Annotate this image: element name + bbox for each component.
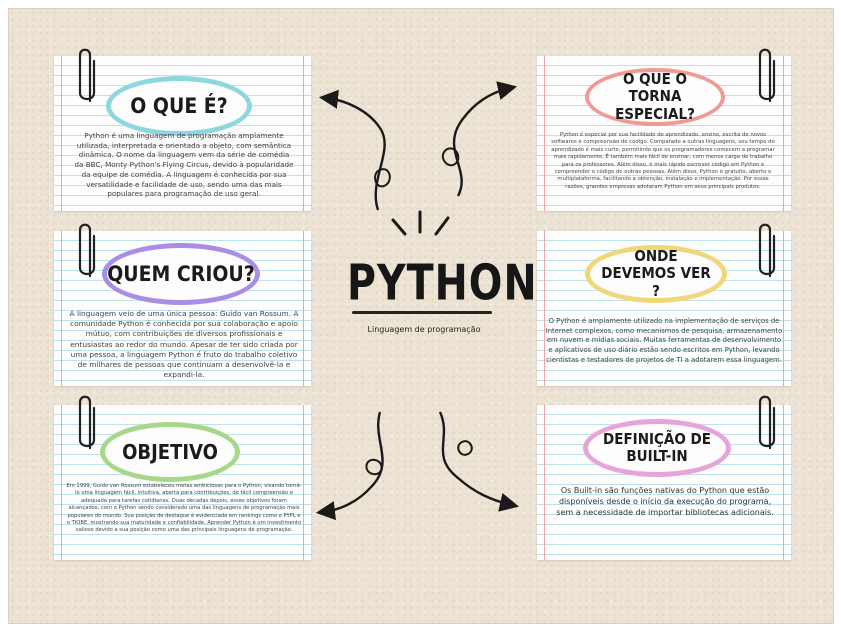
card-who: QUEM CRIOU? A linguagem veio de uma únic… — [54, 231, 311, 386]
arrow-top-left — [318, 89, 386, 211]
card-builtin: DEFINIÇÃO DE BUILT-IN Os Built-in são fu… — [537, 405, 791, 560]
card-text-what-is: Python é uma linguagem de programação am… — [74, 131, 294, 199]
arrow-top-right — [452, 81, 518, 197]
paperclip-icon — [758, 223, 776, 278]
card-text-special: Python é especial por sua facilidade de … — [551, 132, 775, 190]
card-goal: OBJETIVO Em 1999, Guido van Rossum estab… — [54, 405, 311, 560]
card-text-where: O Python é amplamente utilizado na imple… — [545, 317, 783, 364]
sparkle-lines — [391, 210, 450, 236]
paperclip-icon — [78, 223, 96, 278]
paperclip-icon — [78, 395, 96, 450]
card-text-who: A linguagem veio de uma única pessoa: Gu… — [69, 309, 299, 380]
arrow-bottom-right — [438, 411, 520, 512]
card-text-builtin: Os Built-in são funções nativas do Pytho… — [556, 486, 774, 518]
paperclip-icon — [758, 48, 776, 103]
card-title-what-is: O QUE É? — [106, 76, 252, 136]
title-underline — [352, 311, 492, 314]
card-title-where: ONDE DEVEMOS VER ? — [585, 245, 727, 303]
card-text-goal: Em 1999, Guido van Rossum estabeleceu me… — [66, 483, 302, 534]
card-special: O QUE O TORNA ESPECIAL? Python é especia… — [537, 56, 791, 211]
paperclip-icon — [78, 48, 96, 103]
paperclip-icon — [758, 395, 776, 450]
card-what-is: O QUE É? Python é uma linguagem de progr… — [54, 56, 311, 211]
arrow-bottom-left — [315, 411, 384, 521]
center-subtitle: Linguagem de programação — [367, 325, 481, 334]
card-title-goal: OBJETIVO — [100, 422, 240, 482]
card-where: ONDE DEVEMOS VER ? O Python é amplamente… — [537, 231, 791, 386]
card-title-special: O QUE O TORNA ESPECIAL? — [585, 68, 725, 126]
card-title-who: QUEM CRIOU? — [102, 243, 260, 305]
card-title-builtin: DEFINIÇÃO DE BUILT-IN — [583, 419, 731, 477]
center-title: PYTHON — [347, 254, 538, 313]
